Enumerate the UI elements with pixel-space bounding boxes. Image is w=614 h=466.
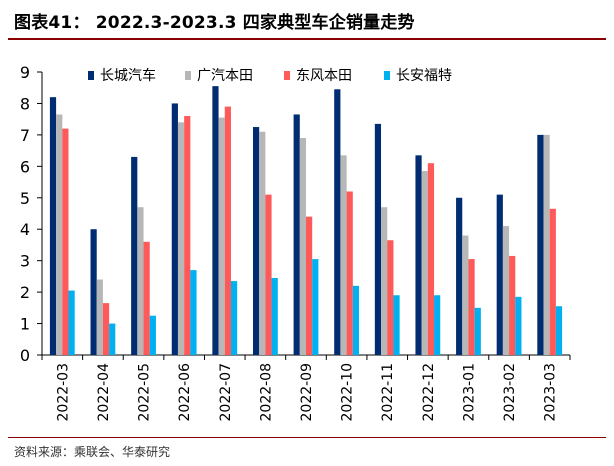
bar bbox=[109, 323, 116, 355]
bar bbox=[474, 307, 481, 355]
bar bbox=[468, 259, 475, 355]
bar bbox=[131, 156, 138, 355]
y-tick-label: 3 bbox=[20, 252, 30, 271]
bar bbox=[346, 191, 353, 355]
bar bbox=[515, 296, 522, 355]
bar bbox=[306, 216, 313, 355]
bar bbox=[171, 103, 178, 355]
y-tick-label: 9 bbox=[20, 63, 30, 82]
x-tick-label: 2023-02 bbox=[502, 363, 518, 422]
x-tick-label: 2022-12 bbox=[421, 363, 437, 422]
bar-series bbox=[49, 86, 563, 356]
bar bbox=[230, 281, 238, 355]
bar bbox=[218, 117, 225, 355]
bar bbox=[137, 207, 144, 355]
y-tick-label: 8 bbox=[20, 94, 30, 113]
bar bbox=[56, 114, 63, 355]
bar bbox=[177, 122, 185, 355]
bar bbox=[68, 290, 75, 355]
bar bbox=[62, 128, 69, 355]
bar bbox=[537, 134, 544, 355]
bar bbox=[462, 235, 469, 355]
legend-label: 长城汽车 bbox=[100, 67, 156, 84]
legend-label: 广汽本田 bbox=[197, 68, 253, 84]
y-tick-label: 4 bbox=[20, 220, 30, 239]
bar bbox=[293, 114, 300, 355]
bar bbox=[265, 194, 272, 355]
bar bbox=[381, 207, 388, 355]
x-tick-label: 2022-10 bbox=[340, 363, 356, 422]
y-tick-label: 5 bbox=[20, 189, 30, 208]
bar bbox=[334, 89, 341, 356]
bar bbox=[96, 279, 103, 355]
y-tick-label: 7 bbox=[20, 126, 30, 145]
bar bbox=[374, 123, 382, 355]
bar bbox=[299, 138, 306, 355]
bar bbox=[212, 86, 219, 356]
bar bbox=[259, 131, 266, 355]
legend: 长城汽车 广汽本田 东风本田 长安福特 bbox=[88, 67, 452, 84]
bar bbox=[184, 116, 191, 356]
bar bbox=[340, 155, 347, 355]
bar bbox=[90, 229, 97, 355]
bar bbox=[427, 163, 435, 355]
bar bbox=[143, 241, 150, 355]
bar bbox=[190, 270, 197, 355]
title-divider bbox=[8, 38, 606, 40]
source-note: 资料来源：乘联会、华泰研究 bbox=[14, 445, 171, 459]
bar bbox=[102, 303, 110, 355]
legend-swatch bbox=[88, 71, 94, 80]
axes: 0 1 2 3 4 5 6 7 8 9 2022-03 2022-04 2022-05 2022-06 20… bbox=[20, 63, 571, 422]
x-tick-label: 2022-04 bbox=[96, 363, 112, 422]
bar bbox=[252, 127, 260, 356]
x-tick-label: 2022-07 bbox=[218, 363, 234, 422]
legend-label: 长安福特 bbox=[396, 68, 452, 84]
bar bbox=[271, 277, 278, 355]
legend-swatch bbox=[284, 71, 290, 80]
y-tick-label: 0 bbox=[20, 346, 30, 365]
y-tick-label: 1 bbox=[20, 315, 30, 334]
y-tick-label: 6 bbox=[20, 157, 30, 176]
bar bbox=[456, 197, 463, 355]
bar bbox=[352, 285, 360, 355]
legend-swatch bbox=[384, 71, 390, 80]
bar bbox=[393, 295, 400, 355]
x-tick-label: 2022-11 bbox=[380, 363, 396, 422]
x-tick-label: 2022-05 bbox=[137, 363, 153, 422]
legend-label: 东风本田 bbox=[296, 68, 352, 84]
bar bbox=[149, 315, 156, 355]
y-tick-label: 2 bbox=[20, 283, 30, 302]
x-tick-label: 2022-03 bbox=[55, 363, 71, 422]
bar bbox=[224, 106, 231, 355]
x-tick-label: 2022-06 bbox=[177, 363, 193, 422]
source-divider bbox=[8, 437, 606, 438]
bar bbox=[543, 134, 550, 355]
bar bbox=[387, 240, 394, 355]
bar bbox=[415, 155, 422, 355]
x-tick-label: 2022-08 bbox=[258, 363, 274, 422]
bar bbox=[509, 255, 516, 355]
x-tick-label: 2022-09 bbox=[299, 363, 315, 422]
x-tick-label: 2023-01 bbox=[461, 363, 477, 422]
bar bbox=[549, 208, 556, 355]
bar bbox=[555, 306, 563, 355]
legend-swatch bbox=[185, 71, 191, 80]
bar bbox=[49, 97, 57, 356]
figure-title: 图表41： 2022.3-2023.3 四家典型车企销量走势 bbox=[14, 13, 415, 33]
bar bbox=[496, 194, 503, 355]
x-tick-label: 2023-03 bbox=[543, 363, 559, 422]
bar bbox=[312, 259, 319, 355]
bar bbox=[421, 171, 428, 355]
bar bbox=[502, 226, 510, 355]
bar bbox=[434, 295, 441, 355]
